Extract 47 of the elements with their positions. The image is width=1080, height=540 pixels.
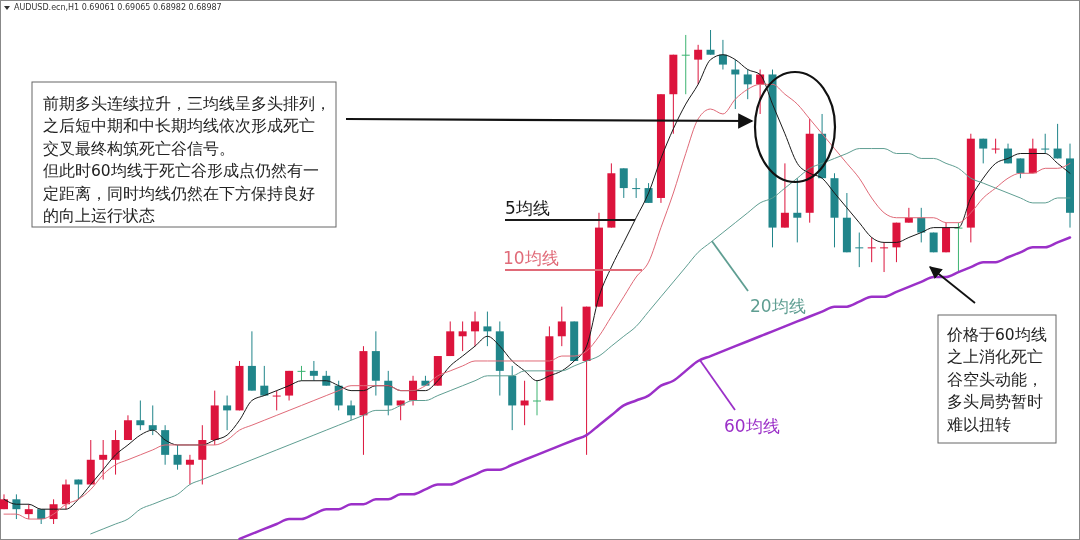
candlestick xyxy=(458,320,467,352)
candlestick xyxy=(867,236,876,263)
text: 60均线 xyxy=(724,416,780,436)
candlestick xyxy=(1016,157,1025,179)
candlestick xyxy=(185,454,194,485)
candlestick xyxy=(123,414,132,441)
text: 20均线 xyxy=(750,296,806,316)
candlestick xyxy=(260,365,269,397)
candlestick xyxy=(409,375,418,406)
candlestick xyxy=(533,380,541,416)
candlestick xyxy=(954,222,963,273)
candlestick xyxy=(632,177,641,199)
candlestick xyxy=(694,44,703,85)
candlestick xyxy=(198,424,207,485)
candlestick xyxy=(1041,133,1050,154)
text: 5均线 xyxy=(505,198,550,218)
candlestick xyxy=(99,439,108,481)
candlestick xyxy=(904,207,913,224)
candlestick xyxy=(681,34,690,95)
candlestick xyxy=(743,69,752,100)
candlestick xyxy=(483,311,492,347)
candlestick xyxy=(223,395,232,431)
candlestick xyxy=(61,479,70,510)
candlestick xyxy=(793,177,802,243)
candlestick xyxy=(706,29,715,56)
candlestick xyxy=(347,400,356,421)
annotation: 价格于60均线之上消化死亡谷空头动能，多头局势暂时难以扭转 xyxy=(946,325,1047,434)
candlestick xyxy=(780,162,789,229)
candlestick xyxy=(880,241,889,273)
candlestick xyxy=(136,400,145,431)
candlestick xyxy=(991,138,1000,154)
candlestick xyxy=(272,390,281,411)
candlestick xyxy=(557,306,566,347)
candlestick xyxy=(718,39,727,71)
candlestick xyxy=(855,232,864,268)
candlestick xyxy=(309,360,318,382)
candlestick xyxy=(148,404,157,436)
candlestick xyxy=(1053,123,1062,159)
candlestick xyxy=(111,429,120,476)
candlestick xyxy=(619,167,628,199)
candlestick xyxy=(917,207,926,243)
candlestick xyxy=(173,444,182,471)
candlestick xyxy=(979,138,988,164)
chart-title: AUDUSD.ecn,H1 0.69061 0.69065 0.68982 0.68987 xyxy=(14,3,222,12)
annotation: 前期多头连续拉升，三均线呈多头排列，之后短中期和中长期均线依次形成死亡交叉最终构筑死亡谷信号。但此时60均线于死亡谷形成点仍然有一定距离，同时均线仍然在下方保持良好的向上运行状态 xyxy=(43,94,331,225)
candlestick xyxy=(471,311,480,347)
text: 10均线 xyxy=(503,248,559,268)
